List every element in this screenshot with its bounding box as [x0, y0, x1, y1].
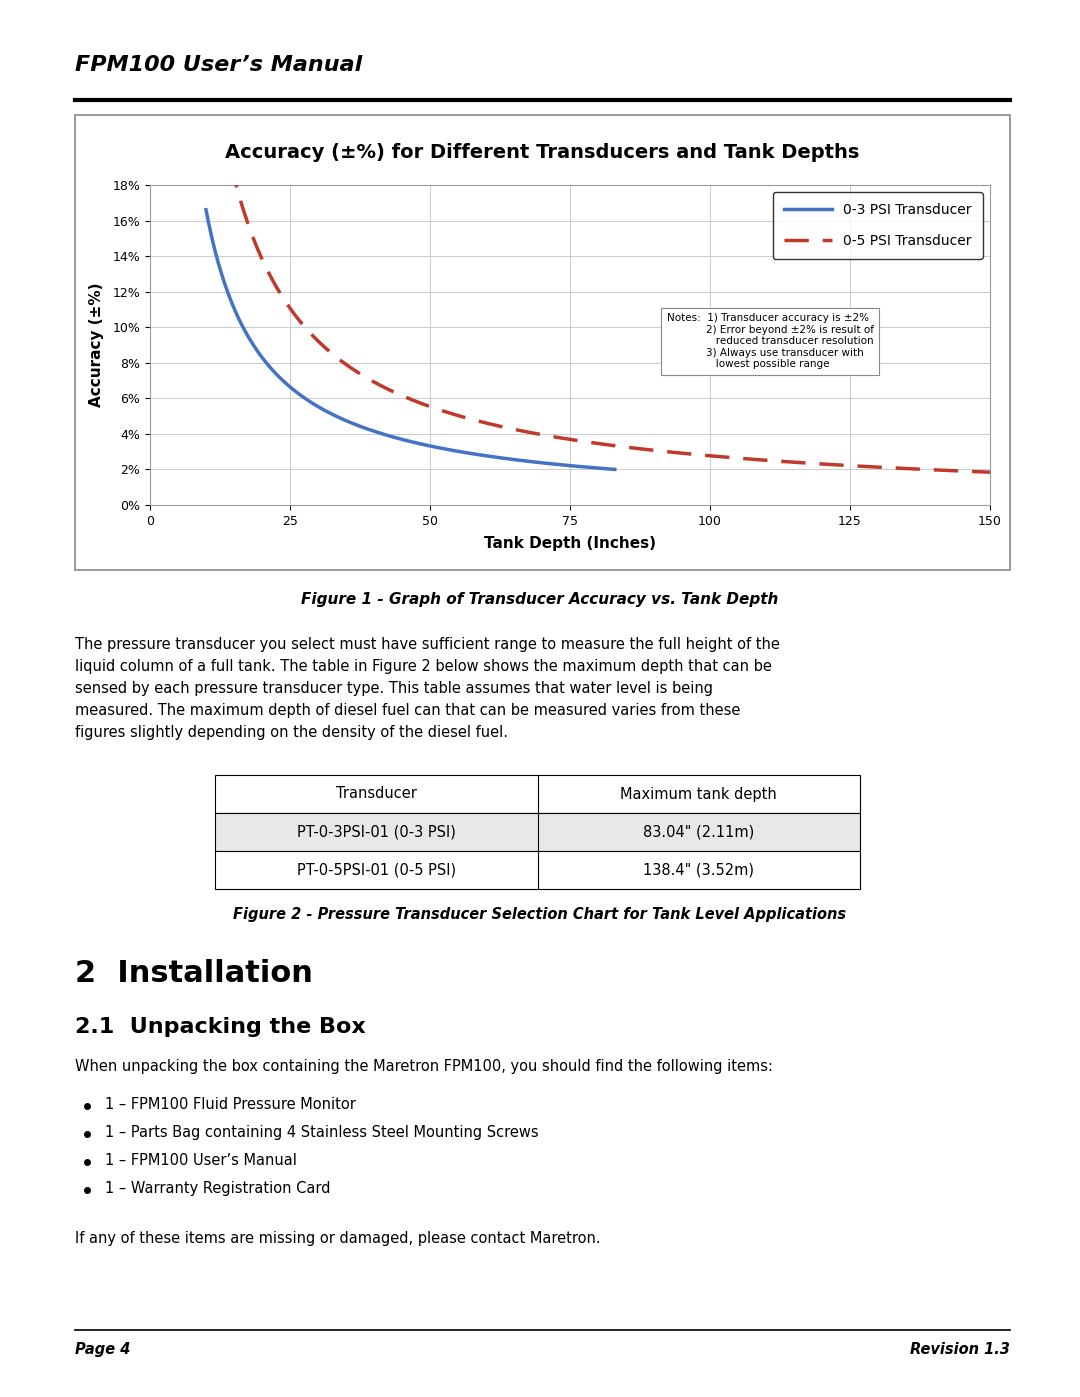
Bar — [215, 851, 860, 888]
Text: 2.1  Unpacking the Box: 2.1 Unpacking the Box — [75, 1017, 366, 1037]
Text: Maximum tank depth: Maximum tank depth — [620, 787, 778, 802]
Text: 1 – Parts Bag containing 4 Stainless Steel Mounting Screws: 1 – Parts Bag containing 4 Stainless Ste… — [105, 1125, 539, 1140]
Text: 1 – FPM100 User’s Manual: 1 – FPM100 User’s Manual — [105, 1153, 297, 1168]
Bar — [215, 775, 860, 813]
Text: PT-0-5PSI-01 (0-5 PSI): PT-0-5PSI-01 (0-5 PSI) — [297, 862, 456, 877]
Text: PT-0-3PSI-01 (0-3 PSI): PT-0-3PSI-01 (0-3 PSI) — [297, 824, 456, 840]
Y-axis label: Accuracy (±%): Accuracy (±%) — [89, 282, 104, 408]
Text: figures slightly depending on the density of the diesel fuel.: figures slightly depending on the densit… — [75, 725, 508, 740]
Text: measured. The maximum depth of diesel fuel can that can be measured varies from : measured. The maximum depth of diesel fu… — [75, 703, 741, 718]
Text: Notes:  1) Transducer accuracy is ±2%
            2) Error beyond ±2% is result : Notes: 1) Transducer accuracy is ±2% 2) … — [666, 313, 874, 369]
Text: FPM100 User’s Manual: FPM100 User’s Manual — [75, 54, 362, 75]
Text: Page 4: Page 4 — [75, 1343, 131, 1356]
Text: 1 – Warranty Registration Card: 1 – Warranty Registration Card — [105, 1180, 330, 1196]
Text: sensed by each pressure transducer type. This table assumes that water level is : sensed by each pressure transducer type.… — [75, 680, 713, 696]
Text: 2  Installation: 2 Installation — [75, 958, 313, 988]
Text: 83.04" (2.11m): 83.04" (2.11m) — [643, 824, 754, 840]
Text: If any of these items are missing or damaged, please contact Maretron.: If any of these items are missing or dam… — [75, 1231, 600, 1246]
Text: 1 – FPM100 Fluid Pressure Monitor: 1 – FPM100 Fluid Pressure Monitor — [105, 1097, 356, 1112]
Text: Figure 1 - Graph of Transducer Accuracy vs. Tank Depth: Figure 1 - Graph of Transducer Accuracy … — [301, 592, 779, 608]
Text: 138.4" (3.52m): 138.4" (3.52m) — [644, 862, 754, 877]
Bar — [215, 813, 860, 851]
Text: Figure 2 - Pressure Transducer Selection Chart for Tank Level Applications: Figure 2 - Pressure Transducer Selection… — [233, 907, 847, 922]
X-axis label: Tank Depth (Inches): Tank Depth (Inches) — [484, 536, 656, 550]
Bar — [75, 115, 1010, 570]
Text: liquid column of a full tank. The table in Figure 2 below shows the maximum dept: liquid column of a full tank. The table … — [75, 659, 772, 673]
Text: Accuracy (±%) for Different Transducers and Tank Depths: Accuracy (±%) for Different Transducers … — [226, 142, 860, 162]
Legend: 0-3 PSI Transducer, 0-5 PSI Transducer: 0-3 PSI Transducer, 0-5 PSI Transducer — [772, 191, 983, 258]
Text: Revision 1.3: Revision 1.3 — [910, 1343, 1010, 1356]
Text: When unpacking the box containing the Maretron FPM100, you should find the follo: When unpacking the box containing the Ma… — [75, 1059, 773, 1074]
Text: The pressure transducer you select must have sufficient range to measure the ful: The pressure transducer you select must … — [75, 637, 780, 652]
Text: Transducer: Transducer — [336, 787, 417, 802]
